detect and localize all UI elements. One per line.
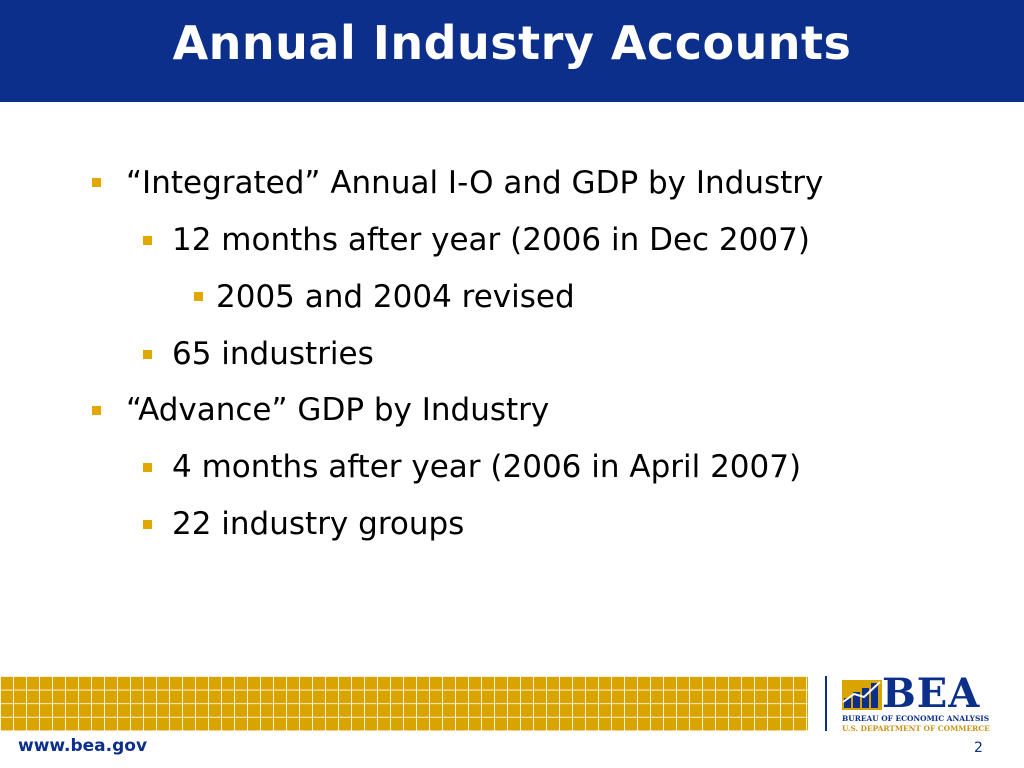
bullet-marker-icon [92, 406, 101, 415]
bullet-item: 12 months after year (2006 in Dec 2007) [172, 222, 810, 258]
bullet-list: “Integrated” Annual I-O and GDP by Indus… [92, 165, 824, 542]
slide-title: Annual Industry Accounts [172, 16, 852, 70]
footer-divider [825, 676, 827, 731]
bullet-item: “Integrated” Annual I-O and GDP by Indus… [126, 165, 824, 201]
bullet-item: 4 months after year (2006 in April 2007) [172, 449, 802, 485]
bullet-item: 65 industries [172, 336, 374, 372]
footer-grid-band [0, 676, 808, 731]
bullet-marker-icon [143, 350, 152, 359]
bea-logo-icon [842, 680, 882, 710]
logo-subtitle: BUREAU OF ECONOMIC ANALYSIS [842, 714, 990, 723]
footer-url-link[interactable]: www.bea.gov [18, 736, 148, 756]
bullet-marker-icon [143, 236, 152, 245]
title-bar [0, 0, 1024, 102]
logo-department: U.S. DEPARTMENT OF COMMERCE [842, 724, 990, 733]
page-number: 2 [974, 740, 983, 756]
bullet-marker-icon [143, 463, 152, 472]
logo-wordmark: BEA [882, 670, 981, 717]
bullet-item: 2005 and 2004 revised [216, 279, 575, 315]
bullet-marker-icon [194, 292, 203, 301]
bullet-item: 22 industry groups [172, 506, 465, 542]
bullet-item: “Advance” GDP by Industry [126, 392, 550, 428]
bea-logo: BEA BUREAU OF ECONOMIC ANALYSIS U.S. DEP… [842, 670, 992, 734]
bullet-marker-icon [143, 520, 152, 529]
bullet-marker-icon [92, 178, 101, 187]
